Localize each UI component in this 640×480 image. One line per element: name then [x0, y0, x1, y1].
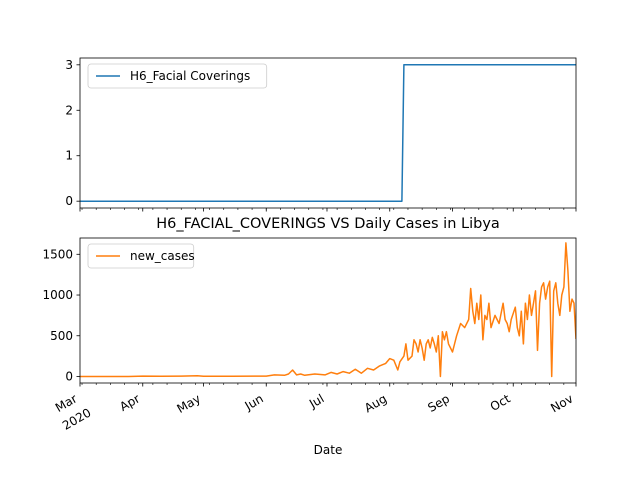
legend: new_cases	[87, 243, 195, 269]
legend-label: H6_Facial Coverings	[130, 69, 250, 83]
y-tick-label: 0	[65, 194, 73, 208]
series-line-h6-facial-coverings	[80, 64, 576, 202]
y-tick-label: 1	[65, 149, 73, 163]
legend: H6_Facial Coverings	[87, 63, 268, 89]
x-tick-label: Jun	[242, 391, 266, 413]
top-subplot: 0 1 2 3 H6_Facial Coverings	[65, 57, 577, 212]
x-tick-label: May	[175, 391, 203, 416]
y-tick-label: 1000	[42, 288, 73, 302]
x-tick-label: Aug	[362, 391, 389, 415]
y-tick-label: 500	[50, 329, 73, 343]
legend-box	[87, 243, 195, 269]
axes-frame	[79, 237, 577, 384]
series-line-new-cases	[80, 242, 576, 378]
x-tick-label: Apr	[117, 391, 142, 414]
y-tick-label: 0	[65, 369, 73, 383]
chart-title: H6_FACIAL_COVERINGS VS Daily Cases in Li…	[156, 216, 500, 232]
y-tick-label: 2	[65, 103, 73, 117]
y-tick-label: 1500	[42, 247, 73, 261]
x-tick-label: Sep	[425, 391, 452, 414]
legend-box	[87, 63, 268, 89]
axes-frame	[79, 57, 577, 209]
y-tick-label: 3	[65, 58, 73, 72]
legend-label: new_cases	[130, 249, 195, 263]
x-axis-label: Date	[314, 443, 343, 457]
x-tick-label: Jul	[306, 391, 326, 411]
x-tick-label: Nov	[548, 391, 575, 415]
x-tick-label: Oct	[488, 391, 513, 414]
